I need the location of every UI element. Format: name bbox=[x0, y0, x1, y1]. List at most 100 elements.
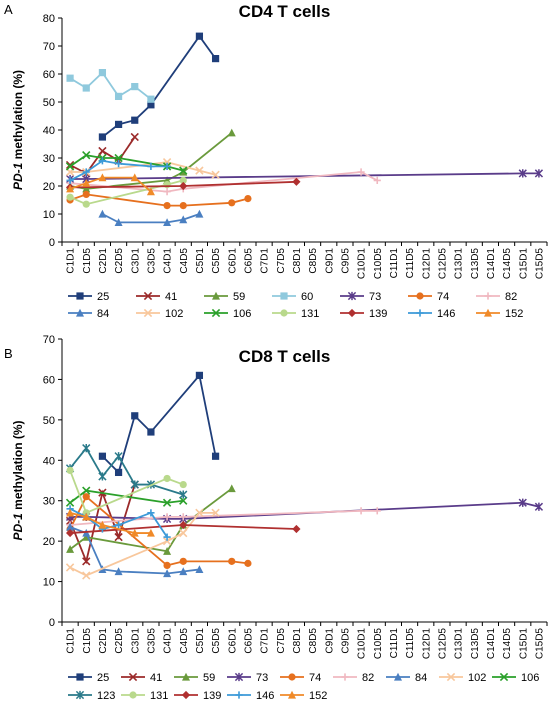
y-tick-label: 70 bbox=[43, 41, 55, 53]
data-point-84 bbox=[195, 209, 204, 218]
legend-swatch-marker bbox=[234, 672, 244, 682]
legend-item-139: 139 bbox=[174, 690, 221, 702]
legend-item-106: 106 bbox=[204, 308, 251, 320]
x-tick-label: C12D5 bbox=[437, 248, 448, 280]
legend-swatch-marker bbox=[341, 673, 349, 681]
legend-label: 59 bbox=[233, 291, 245, 303]
legend-swatch-marker bbox=[394, 672, 402, 681]
series-146 bbox=[66, 157, 171, 184]
legend-item-131: 131 bbox=[121, 690, 168, 702]
data-point-131 bbox=[179, 480, 187, 489]
data-point-41 bbox=[114, 532, 123, 542]
legend-swatch-marker bbox=[484, 308, 492, 317]
legend-item-59: 59 bbox=[204, 291, 245, 303]
x-tick-label: C3D1 bbox=[130, 628, 141, 654]
y-tick-label: 30 bbox=[43, 496, 55, 508]
x-tick-label: C4D5 bbox=[179, 248, 190, 274]
data-point-146 bbox=[147, 162, 155, 170]
data-point-102 bbox=[82, 571, 91, 580]
data-point-82 bbox=[357, 168, 365, 176]
chart-panel-B: B CD8 T cells 0 10 20 30 40 50 60 70 PD-1 methylat… bbox=[4, 334, 548, 702]
legend-item-25: 25 bbox=[68, 291, 109, 303]
x-tick-label: C1D5 bbox=[82, 248, 93, 274]
x-tick-label: C3D1 bbox=[130, 248, 141, 274]
x-tick-label: C10D1 bbox=[357, 248, 368, 280]
data-point-102 bbox=[179, 528, 188, 538]
legend-label: 73 bbox=[369, 291, 381, 303]
data-point-152 bbox=[130, 528, 139, 537]
legend-swatch-marker bbox=[181, 690, 191, 700]
series-line-82 bbox=[70, 171, 378, 193]
legend-label: 139 bbox=[203, 690, 221, 702]
x-tick-label: C5D5 bbox=[211, 248, 222, 274]
series-60 bbox=[66, 69, 155, 103]
legend-item-146: 146 bbox=[408, 308, 455, 320]
x-tick-label: C11D1 bbox=[389, 248, 400, 279]
series-106 bbox=[65, 486, 188, 507]
x-tick-label: C8D5 bbox=[308, 628, 319, 654]
chart-title: CD4 T cells bbox=[239, 2, 331, 21]
x-tick-label: C15D1 bbox=[518, 248, 529, 280]
legend-item-152: 152 bbox=[280, 690, 327, 702]
panel-letter-A: A bbox=[4, 2, 13, 17]
data-point-25 bbox=[114, 468, 123, 477]
data-point-152 bbox=[82, 512, 91, 521]
y-tick-label: 80 bbox=[43, 13, 55, 25]
data-point-41 bbox=[65, 160, 75, 170]
x-tick-label: C3D5 bbox=[146, 248, 157, 274]
series-152 bbox=[66, 508, 155, 537]
legend-label: 74 bbox=[437, 291, 449, 303]
series-line-102 bbox=[69, 511, 216, 577]
legend-label: 152 bbox=[505, 308, 523, 320]
data-point-139 bbox=[179, 520, 188, 530]
data-point-84 bbox=[163, 569, 172, 578]
legend-label: 60 bbox=[301, 291, 313, 303]
data-point-25 bbox=[147, 428, 155, 436]
legend-label: 152 bbox=[309, 690, 327, 702]
y-tick-label: 10 bbox=[43, 209, 55, 221]
data-point-102 bbox=[195, 166, 204, 175]
y-tick-label: 60 bbox=[43, 374, 55, 386]
series-line-123 bbox=[69, 446, 184, 496]
data-point-102 bbox=[162, 536, 172, 546]
x-tick-label: C13D1 bbox=[454, 628, 465, 660]
data-point-25 bbox=[195, 371, 204, 379]
legend-label: 84 bbox=[415, 672, 427, 684]
x-tick-label: C8D5 bbox=[308, 248, 319, 274]
data-point-82 bbox=[373, 176, 381, 184]
legend-swatch-marker bbox=[76, 673, 84, 681]
legend-item-73: 73 bbox=[340, 291, 381, 303]
series-131 bbox=[66, 466, 187, 517]
legend-item-131: 131 bbox=[272, 308, 319, 320]
data-point-60 bbox=[114, 92, 123, 100]
data-point-84 bbox=[66, 522, 75, 531]
x-tick-label: C7D1 bbox=[260, 628, 271, 654]
legend-swatch-marker bbox=[416, 309, 424, 317]
x-tick-label: C14D5 bbox=[502, 248, 513, 280]
legend-item-139: 139 bbox=[340, 308, 387, 320]
panel-letter-B: B bbox=[4, 346, 13, 361]
data-point-102 bbox=[211, 508, 220, 518]
y-axis-label: PD-1 methylation (%) bbox=[11, 70, 25, 190]
data-point-106 bbox=[179, 166, 188, 175]
x-tick-label: C1D1 bbox=[66, 248, 77, 274]
data-point-131 bbox=[66, 193, 74, 201]
data-point-123 bbox=[179, 490, 188, 499]
x-tick-label: C5D5 bbox=[211, 628, 222, 654]
legend-label: 41 bbox=[150, 672, 162, 684]
legend-item-25: 25 bbox=[68, 672, 109, 684]
y-axis-label: PD-1 methylation (%) bbox=[11, 420, 25, 540]
y-tick-label: 70 bbox=[43, 334, 55, 346]
legend-label: 82 bbox=[362, 672, 374, 684]
legend-swatch-marker bbox=[484, 292, 492, 300]
legend-swatch-marker bbox=[347, 308, 357, 318]
data-point-84 bbox=[195, 565, 204, 574]
x-tick-label: C10D1 bbox=[357, 628, 368, 660]
data-point-131 bbox=[163, 474, 171, 483]
data-point-59 bbox=[82, 184, 91, 193]
data-point-25 bbox=[98, 133, 107, 141]
series-line-131 bbox=[69, 470, 184, 515]
legend-swatch-marker bbox=[212, 291, 220, 300]
legend-label: 84 bbox=[97, 308, 109, 320]
legend-label: 139 bbox=[369, 308, 387, 320]
